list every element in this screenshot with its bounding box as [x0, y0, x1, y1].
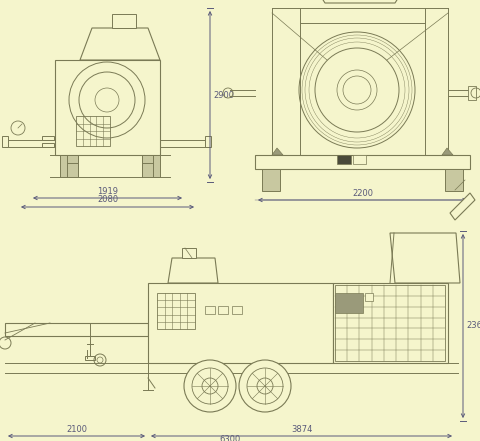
Bar — [337, 155, 351, 164]
Bar — [255, 155, 470, 169]
Bar — [148, 283, 333, 363]
Bar — [60, 155, 78, 177]
Bar — [85, 356, 95, 360]
Text: 2200: 2200 — [352, 188, 373, 198]
Polygon shape — [442, 148, 453, 155]
Text: 2365: 2365 — [466, 321, 480, 330]
Bar — [353, 155, 366, 164]
Polygon shape — [390, 233, 460, 283]
Bar — [468, 86, 476, 100]
Bar — [335, 285, 445, 361]
Bar — [42, 136, 54, 140]
Circle shape — [184, 360, 236, 412]
Circle shape — [239, 360, 291, 412]
Polygon shape — [272, 148, 283, 155]
Bar — [55, 60, 160, 155]
Bar — [142, 155, 160, 177]
Text: 2100: 2100 — [66, 425, 87, 434]
Bar — [76, 116, 110, 146]
Text: 6300: 6300 — [219, 434, 240, 441]
Polygon shape — [168, 258, 218, 283]
Bar — [232, 306, 242, 314]
Bar — [182, 248, 196, 258]
Polygon shape — [450, 193, 475, 220]
Bar — [218, 306, 228, 314]
Bar — [445, 169, 463, 191]
Bar — [333, 283, 448, 363]
Bar — [205, 136, 211, 147]
Bar — [2, 136, 8, 147]
Polygon shape — [5, 323, 148, 336]
Bar — [335, 293, 363, 313]
Bar — [365, 293, 373, 301]
Bar — [157, 293, 195, 329]
Text: 1919: 1919 — [97, 187, 118, 195]
Bar — [112, 14, 136, 28]
Bar — [262, 169, 280, 191]
Text: 3874: 3874 — [291, 425, 312, 434]
Text: 2900: 2900 — [213, 90, 234, 100]
Polygon shape — [80, 28, 160, 60]
Polygon shape — [318, 0, 402, 3]
Bar — [42, 143, 54, 147]
Bar — [205, 306, 215, 314]
Text: 2080: 2080 — [97, 195, 118, 205]
